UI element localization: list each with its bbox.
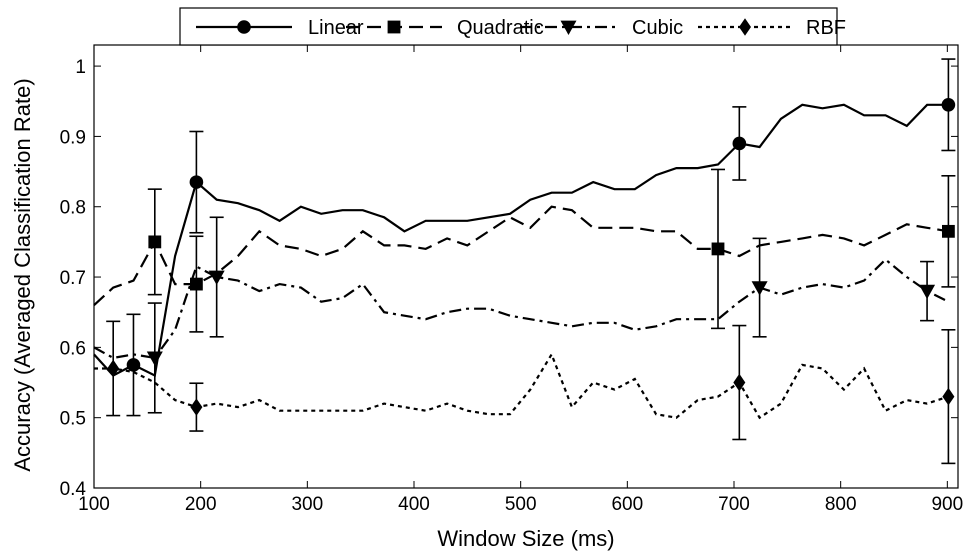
marker-layer bbox=[107, 97, 956, 416]
data-point-linear bbox=[189, 175, 204, 189]
data-point-cubic bbox=[208, 270, 225, 286]
legend-marker-cubic bbox=[560, 20, 577, 35]
legend: Linear Quadratic Cubic RBF bbox=[179, 7, 846, 46]
x-tick-label: 500 bbox=[505, 494, 537, 515]
x-tick-label: 100 bbox=[78, 494, 110, 515]
data-point-cubic bbox=[919, 284, 936, 300]
x-tick-label: 900 bbox=[931, 494, 963, 515]
x-tick-label: 700 bbox=[718, 494, 750, 515]
series-line-linear bbox=[93, 103, 949, 378]
legend-marker-linear bbox=[237, 20, 251, 34]
y-tick-label: 0.8 bbox=[60, 198, 86, 219]
y-tick-label: 0.9 bbox=[60, 127, 86, 148]
data-point-cubic bbox=[751, 281, 768, 296]
series-line-rbf bbox=[94, 351, 949, 420]
legend-label-cubic: Cubic bbox=[632, 17, 683, 39]
axis-ticks: 100 200 300 400 500 600 700 800 900 0.4 0.5 0.6 0.7 0… bbox=[60, 45, 963, 515]
y-tick-label: 0.4 bbox=[60, 479, 87, 500]
y-tick-label: 0.6 bbox=[60, 338, 86, 359]
y-tick-label: 1 bbox=[75, 57, 86, 78]
data-point-quadratic bbox=[148, 235, 162, 249]
data-point-linear bbox=[941, 97, 956, 112]
x-tick-label: 400 bbox=[398, 494, 430, 515]
x-tick-label: 200 bbox=[185, 494, 217, 515]
data-point-quadratic bbox=[190, 277, 203, 291]
legend-marker-rbf bbox=[739, 18, 751, 36]
legend-marker-quadratic bbox=[387, 20, 401, 34]
data-point-rbf bbox=[107, 359, 120, 378]
y-axis-label: Accuracy (Averaged Classification Rate) bbox=[10, 78, 35, 471]
legend-label-rbf: RBF bbox=[806, 17, 846, 39]
legend-label-quadratic: Quadratic bbox=[457, 17, 544, 39]
series-layer bbox=[93, 103, 949, 420]
x-tick-label: 800 bbox=[825, 494, 857, 515]
data-point-quadratic bbox=[711, 242, 725, 256]
legend-label-linear: Linear bbox=[308, 17, 364, 39]
x-axis-label: Window Size (ms) bbox=[437, 526, 614, 551]
errorbar-layer bbox=[106, 58, 956, 465]
data-point-linear bbox=[126, 358, 141, 372]
series-line-quadratic bbox=[93, 205, 949, 307]
y-tick-label: 0.7 bbox=[60, 268, 86, 289]
data-point-rbf bbox=[942, 387, 955, 406]
y-tick-label: 0.5 bbox=[60, 409, 86, 430]
series-line-cubic bbox=[93, 258, 949, 360]
x-tick-label: 600 bbox=[611, 494, 643, 515]
data-point-rbf bbox=[733, 373, 746, 392]
data-point-rbf bbox=[190, 398, 203, 416]
data-point-quadratic bbox=[942, 224, 955, 238]
x-tick-label: 300 bbox=[291, 494, 323, 515]
data-point-linear bbox=[732, 136, 747, 151]
data-point-cubic bbox=[146, 351, 163, 366]
